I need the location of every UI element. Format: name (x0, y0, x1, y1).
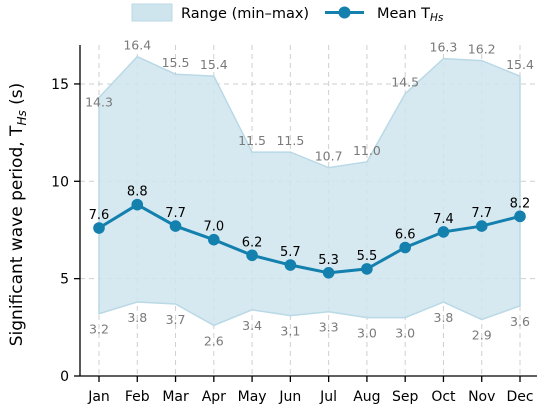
x-tick-label-mar: Mar (162, 389, 189, 405)
mean-point-sep (399, 241, 411, 254)
min-label-feb: 3.8 (127, 310, 147, 325)
mean-label-jul: 5.3 (318, 253, 339, 268)
y-tick-label: 15 (51, 77, 69, 93)
max-label-dec: 15.4 (506, 57, 534, 72)
mean-point-jan (93, 222, 105, 234)
max-label-apr: 15.4 (200, 57, 228, 72)
max-label-jan: 14.3 (85, 95, 113, 110)
min-label-aug: 3.0 (357, 326, 377, 341)
mean-label-nov: 7.7 (471, 206, 492, 221)
x-tick-label-dec: Dec (506, 389, 533, 405)
min-label-oct: 3.8 (434, 310, 454, 325)
min-label-jul: 3.3 (319, 320, 339, 335)
min-label-jun: 3.1 (280, 324, 300, 339)
mean-point-oct (437, 226, 450, 238)
legend-range-label: Range (min–max) (181, 6, 309, 22)
min-label-may: 3.4 (242, 318, 262, 333)
mean-series-line (98, 202, 521, 275)
mean-point-aug (361, 263, 373, 275)
mean-label-jan: 7.6 (89, 208, 110, 223)
x-tick-label-jan: Jan (87, 389, 110, 405)
legend: Range (min–max) Mean THs (131, 3, 444, 24)
y-axis-label: Significant wave period, THs (s) (7, 83, 29, 347)
max-label-aug: 11.0 (353, 143, 381, 158)
mean-point-mar (169, 220, 182, 232)
mean-label-apr: 7.0 (203, 220, 224, 235)
min-label-apr: 2.6 (204, 333, 224, 348)
x-tick-label-nov: Nov (468, 389, 495, 405)
x-tick-label-sep: Sep (392, 389, 419, 405)
mean-label-mar: 7.7 (165, 206, 186, 221)
x-tick-label-aug: Aug (353, 389, 380, 405)
x-tick-label-apr: Apr (202, 389, 226, 405)
mean-point-dec (514, 210, 526, 223)
y-tick-label: 5 (60, 272, 69, 288)
mean-label-aug: 5.5 (357, 249, 378, 264)
min-label-sep: 3.0 (395, 326, 415, 341)
mean-label-jun: 5.7 (280, 245, 301, 260)
min-label-dec: 3.6 (510, 314, 530, 329)
range-band (98, 55, 521, 327)
max-label-sep: 14.5 (391, 75, 419, 90)
x-tick-label-may: May (238, 389, 267, 405)
y-tick-label: 10 (51, 174, 69, 190)
legend-mean-marker (338, 6, 351, 19)
legend-mean-label: Mean THs (377, 6, 444, 24)
mean-label-oct: 7.4 (433, 212, 454, 227)
x-tick-label-feb: Feb (125, 389, 150, 405)
tick-labels: 0 5 10 15 Jan Feb Mar Apr May Jun Jul Aug Sep Oct Nov D… (51, 77, 533, 405)
mean-points (93, 198, 526, 279)
mean-point-nov (475, 220, 488, 232)
mean-label-sep: 6.6 (395, 227, 416, 242)
y-tick-label: 0 (60, 369, 69, 385)
mean-label-feb: 8.8 (127, 185, 148, 200)
min-label-jan: 3.2 (89, 322, 109, 337)
x-tick-label-oct: Oct (431, 389, 456, 405)
axes (79, 45, 537, 377)
max-label-feb: 16.4 (123, 38, 151, 53)
max-label-mar: 15.5 (162, 55, 190, 70)
max-label-oct: 16.3 (430, 40, 458, 55)
mean-point-feb (131, 198, 144, 211)
legend-range-swatch (131, 3, 173, 22)
mean-point-jul (322, 267, 335, 279)
mean-point-jun (284, 259, 297, 271)
mean-label-dec: 8.2 (510, 196, 531, 211)
x-tick-label-jun: Jun (278, 389, 301, 405)
data-labels: 7.6 8.8 7.7 7.0 6.2 5.7 5.3 5.5 6.6 7.4 7.7 8.2 14.3… (85, 38, 534, 349)
max-label-nov: 16.2 (468, 42, 496, 57)
mean-point-may (246, 249, 258, 262)
max-label-jul: 10.7 (315, 149, 343, 164)
mean-label-may: 6.2 (242, 235, 263, 250)
x-tick-label-jul: Jul (319, 389, 337, 405)
min-label-nov: 2.9 (472, 328, 492, 343)
max-label-may: 11.5 (238, 133, 266, 148)
min-label-mar: 3.7 (166, 312, 186, 327)
max-label-jun: 11.5 (276, 133, 304, 148)
mean-point-apr (208, 233, 220, 246)
